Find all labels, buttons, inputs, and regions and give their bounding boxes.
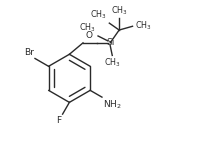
Text: O: O bbox=[86, 31, 93, 40]
Text: F: F bbox=[56, 116, 62, 125]
Text: CH$_3$: CH$_3$ bbox=[104, 57, 121, 69]
Text: CH$_3$: CH$_3$ bbox=[135, 19, 152, 32]
Text: CH$_3$: CH$_3$ bbox=[111, 4, 128, 17]
Text: CH$_3$: CH$_3$ bbox=[90, 9, 107, 21]
Text: Br: Br bbox=[24, 48, 34, 57]
Text: CH$_3$: CH$_3$ bbox=[79, 22, 95, 34]
Text: NH$_2$: NH$_2$ bbox=[103, 98, 122, 111]
Text: Si: Si bbox=[106, 38, 114, 47]
